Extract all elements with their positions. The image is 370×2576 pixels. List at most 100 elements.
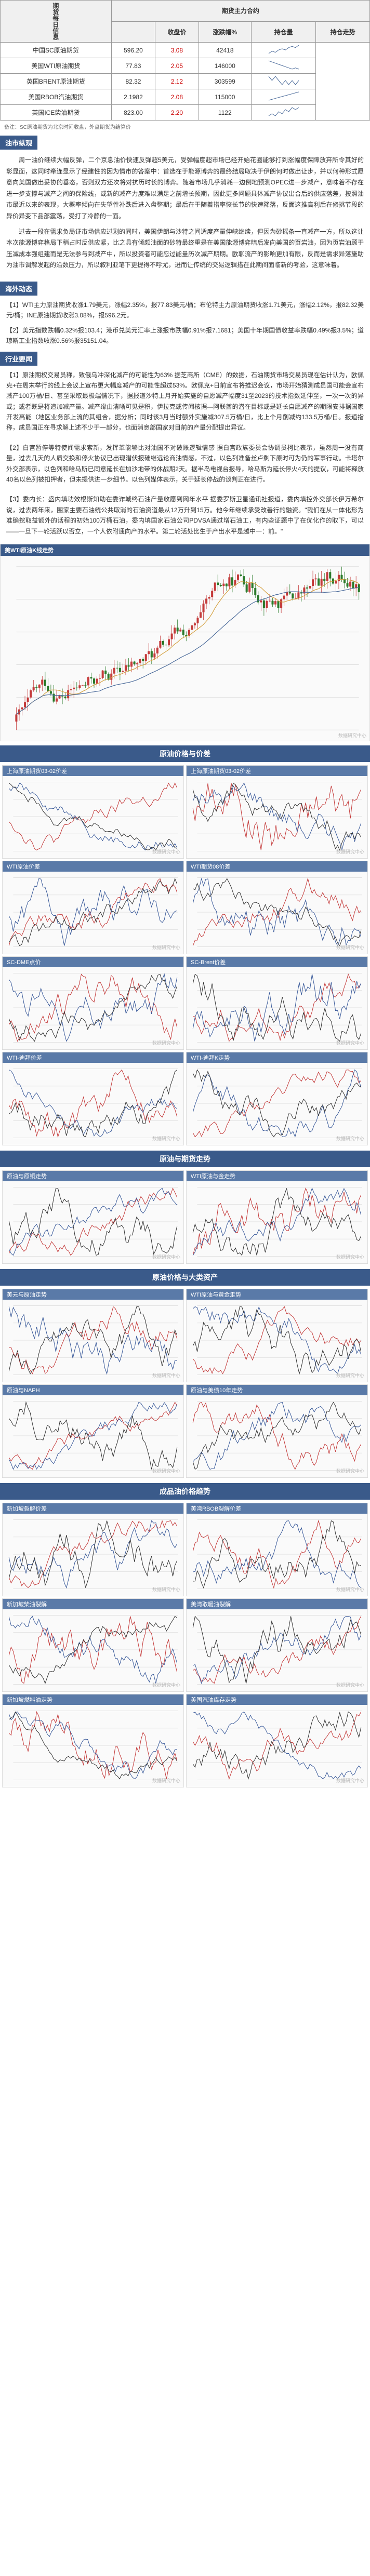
chart-title: SC-DME点价 xyxy=(3,957,183,967)
table-title: 期货主力合约 xyxy=(111,1,369,22)
instrument-name: 美国WTI原油期货 xyxy=(1,58,112,74)
watermark: 数据研究中心 xyxy=(152,848,180,855)
watermark: 数据研究中心 xyxy=(336,1253,364,1260)
small-chart: 原油与原铜走势数据研究中心 xyxy=(2,1170,184,1264)
chart-row: 新加坡燃料油走势数据研究中心美国汽油库存走势数据研究中心 xyxy=(0,1693,370,1788)
header-footnote: 备注：SC原油期货为北京时间收盘，外盘期货为结算价 xyxy=(0,121,370,132)
small-chart: WTI-迪拜价差数据研究中心 xyxy=(2,1052,184,1145)
chart-title: 原油与美债10年走势 xyxy=(187,1385,367,1395)
small-chart: 美国汽油库存走势数据研究中心 xyxy=(186,1694,368,1787)
watermark: 数据研究中心 xyxy=(152,1777,180,1784)
sparkline-cell xyxy=(252,58,316,74)
small-chart: 上海原油期货03-02价差数据研究中心 xyxy=(2,765,184,859)
watermark: 数据研究中心 xyxy=(152,1586,180,1593)
col-header: 持仓走势 xyxy=(316,21,370,43)
chart-title: 美湾取暖油裂解 xyxy=(187,1599,367,1609)
watermark: 数据研究中心 xyxy=(336,1039,364,1046)
section-industry: 行业要闻 xyxy=(0,352,37,366)
chart-row: WTI原油价差数据研究中心WTI期货08价差数据研究中心 xyxy=(0,860,370,955)
watermark: 数据研究中心 xyxy=(336,944,364,951)
chart-row: WTI-迪拜价差数据研究中心WTI-迪拜K走势数据研究中心 xyxy=(0,1051,370,1146)
section-overseas: 海外动态 xyxy=(0,282,37,296)
chart-row: 美元与原油走势数据研究中心 WTI原油与黄金走势数据研究中心 xyxy=(0,1288,370,1383)
watermark: 数据研究中心 xyxy=(336,1135,364,1142)
banner-price-spread: 原油价格与价差 xyxy=(0,745,370,762)
chart-title: WTI-迪拜K走势 xyxy=(187,1052,367,1063)
watermark: 数据研究中心 xyxy=(152,1372,180,1379)
market-overview-body: 周一油价继续大幅反弹，二个京息油价快速反弹超5美元，受弹幅度超市场已经开始花圈能… xyxy=(0,152,370,278)
small-chart: 美湾RBOB裂解价差数据研究中心 xyxy=(186,1503,368,1596)
open-interest: 1122 xyxy=(199,105,251,121)
chart-title: 美元与原油走势 xyxy=(3,1289,183,1300)
instrument-name: 英国ICE柴油期货 xyxy=(1,105,112,121)
col-header: 收盘价 xyxy=(155,21,199,43)
small-chart: 原油与美债10年走势数据研究中心 xyxy=(186,1384,368,1478)
small-chart: WTI期货08价差数据研究中心 xyxy=(186,861,368,954)
watermark: 数据研究中心 xyxy=(152,1681,180,1688)
watermark: 数据研究中心 xyxy=(152,1135,180,1142)
col-header xyxy=(111,21,155,43)
change-pct: 2.05 xyxy=(155,58,199,74)
chart-title: SC-Brent价差 xyxy=(187,957,367,967)
table-row: 英国ICE柴油期货823.002.201122 xyxy=(1,105,370,121)
sparkline-cell xyxy=(252,74,316,89)
side-label: 期货每日信息 xyxy=(1,1,112,43)
chart-title: 新加坡裂解价差 xyxy=(3,1503,183,1514)
chart-title: 上海原油期货03-02价差 xyxy=(3,766,183,776)
news-item: 【1】原油期权交易员称，致俄乌冲深化减产的可能性为63% 据芝商所（CME）的数… xyxy=(0,368,370,435)
change-pct: 2.12 xyxy=(155,74,199,89)
paragraph: 周一油价继续大幅反弹，二个京息油价快速反弹超5美元，受弹幅度超市场已经开始花圈能… xyxy=(6,155,364,222)
chart-title: WTI-迪拜价差 xyxy=(3,1052,183,1063)
open-interest: 146000 xyxy=(199,58,251,74)
close-price: 596.20 xyxy=(111,43,155,58)
chart-title: 原油与NAPH xyxy=(3,1385,183,1395)
small-chart: WTI-迪拜K走势数据研究中心 xyxy=(186,1052,368,1145)
banner-cross-asset: 原油价格与大类资产 xyxy=(0,1269,370,1286)
chart-row: 原油与原铜走势数据研究中心WTI原油与金走势数据研究中心 xyxy=(0,1169,370,1265)
table-row: 美国WTI原油期货77.832.05146000 xyxy=(1,58,370,74)
watermark: 数据研究中心 xyxy=(336,1586,364,1593)
col-header: 涨跌幅% xyxy=(199,21,251,43)
chart-title: WTI原油与金走势 xyxy=(187,1171,367,1181)
chart-row: 原油与NAPH数据研究中心原油与美债10年走势数据研究中心 xyxy=(0,1383,370,1479)
watermark: 数据研究中心 xyxy=(338,732,366,739)
watermark: 数据研究中心 xyxy=(336,1777,364,1784)
watermark: 数据研究中心 xyxy=(152,1467,180,1474)
chart-title: WTI原油与黄金走势 xyxy=(187,1289,367,1300)
sparkline-cell xyxy=(252,43,316,58)
chart-row: SC-DME点价数据研究中心SC-Brent价差数据研究中心 xyxy=(0,955,370,1051)
main-chart-title: 美WTI原油K线走势 xyxy=(1,544,369,556)
change-pct: 3.08 xyxy=(155,43,199,58)
open-interest: 42418 xyxy=(199,43,251,58)
table-row: 美国RBOB汽油期货2.19822.08115000 xyxy=(1,89,370,105)
small-chart: 原油与NAPH 数据研究中心 xyxy=(2,1384,184,1478)
chart-title: 新加坡柴油裂解 xyxy=(3,1599,183,1609)
chart-row: 上海原油期货03-02价差数据研究中心上海原油期货03-02价差数据研究中心 xyxy=(0,764,370,860)
small-chart: WTI原油与金走势数据研究中心 xyxy=(186,1170,368,1264)
section-market-overview: 油市纵观 xyxy=(0,136,37,150)
table-row: 英国BRENT原油期货82.322.12303599 xyxy=(1,74,370,89)
banner-futures-trend: 原油与期货走势 xyxy=(0,1151,370,1167)
watermark: 数据研究中心 xyxy=(152,944,180,951)
close-price: 82.32 xyxy=(111,74,155,89)
instrument-name: 中国SC原油期货 xyxy=(1,43,112,58)
small-chart: WTI原油与黄金走势数据研究中心 xyxy=(186,1289,368,1382)
close-price: 2.1982 xyxy=(111,89,155,105)
small-chart: 新加坡燃料油走势数据研究中心 xyxy=(2,1694,184,1787)
instrument-name: 美国RBOB汽油期货 xyxy=(1,89,112,105)
chart-title: 美湾RBOB裂解价差 xyxy=(187,1503,367,1514)
news-item: 【2】美元指数跌幅0.32%报103.4；港币兑美元汇率上涨报市跌幅0.91%报… xyxy=(0,323,370,349)
open-interest: 115000 xyxy=(199,89,251,105)
chart-title: 原油与原铜走势 xyxy=(3,1171,183,1181)
chart-title: WTI期货08价差 xyxy=(187,861,367,872)
chart-row: 新加坡裂解价差数据研究中心美湾RBOB裂解价差数据研究中心 xyxy=(0,1502,370,1597)
instrument-name: 英国BRENT原油期货 xyxy=(1,74,112,89)
watermark: 数据研究中心 xyxy=(336,1467,364,1474)
sparkline-cell xyxy=(252,105,316,121)
sparkline-cell xyxy=(252,89,316,105)
small-chart: 上海原油期货03-02价差数据研究中心 xyxy=(186,765,368,859)
chart-title: 新加坡燃料油走势 xyxy=(3,1694,183,1705)
table-row: 中国SC原油期货596.203.0842418 xyxy=(1,43,370,58)
chart-row: 新加坡柴油裂解数据研究中心美湾取暖油裂解数据研究中心 xyxy=(0,1597,370,1693)
chart-title: 美国汽油库存走势 xyxy=(187,1694,367,1705)
